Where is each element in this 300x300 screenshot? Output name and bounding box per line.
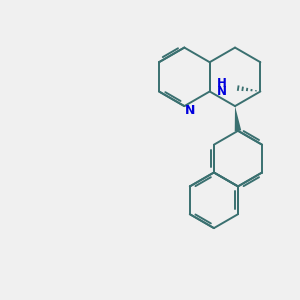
Text: N: N bbox=[184, 104, 195, 117]
Text: N: N bbox=[217, 85, 227, 98]
Polygon shape bbox=[235, 106, 241, 131]
Text: H: H bbox=[217, 77, 227, 90]
